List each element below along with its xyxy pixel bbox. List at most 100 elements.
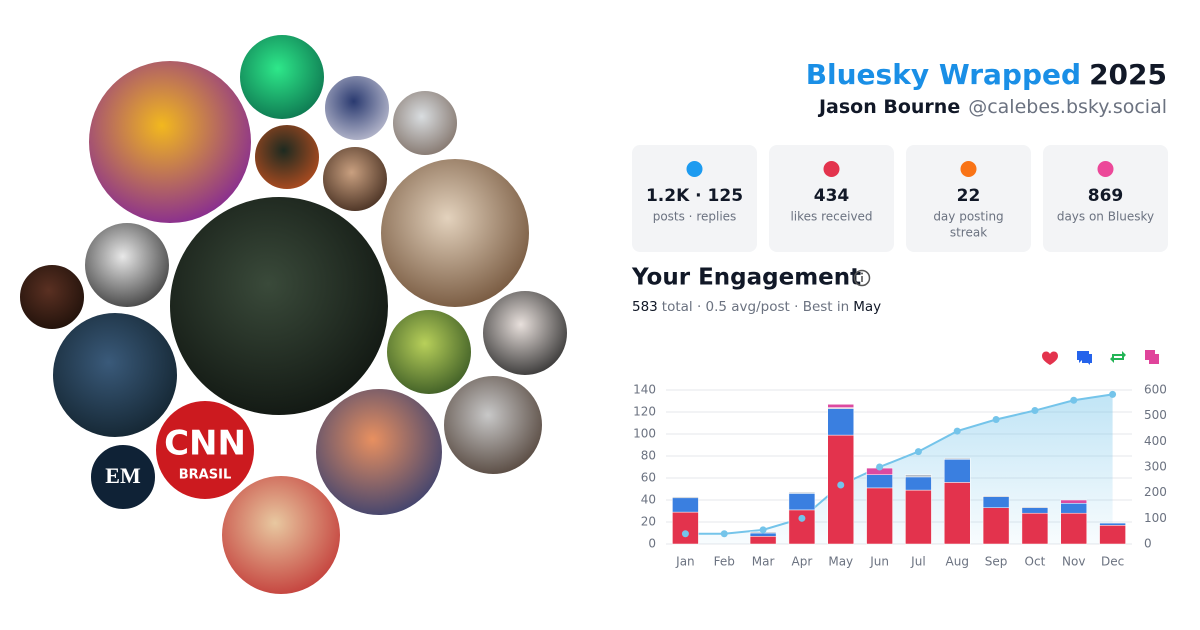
summary-best: May (853, 299, 881, 315)
x-tick-label: Feb (714, 555, 735, 569)
bar-segment (982, 495, 1010, 497)
x-tick-label: Sep (985, 555, 1008, 569)
bar-segment (827, 404, 854, 408)
stat-value: 22 (957, 186, 981, 206)
avatar (314, 387, 444, 517)
bar-segment (788, 493, 816, 511)
stats: 1.2K · 125 posts · replies 434 likes receiv… (632, 145, 1168, 252)
avatar (168, 195, 390, 417)
avatar (253, 123, 321, 191)
bar-segment (749, 536, 777, 545)
bar-segment (1060, 503, 1087, 514)
bar-segment (672, 496, 699, 499)
line-point (876, 463, 884, 471)
y-tick-label: 140 (633, 383, 656, 397)
stat-card (906, 145, 1031, 252)
bar-segment (1060, 512, 1087, 545)
stat-icon (686, 161, 703, 177)
y-tick-label: 120 (633, 405, 656, 419)
avatar-text: CNN (164, 424, 246, 464)
line-point (681, 530, 689, 538)
avatar (321, 145, 389, 213)
summary-total: 583 (632, 299, 658, 315)
stat-value: 869 (1088, 186, 1124, 206)
title-year: 2025 (1089, 58, 1167, 91)
bar-segment (866, 487, 893, 545)
user-name: Jason Bourne (817, 96, 960, 118)
stat-card (632, 145, 757, 252)
avatar (385, 308, 473, 396)
y2-tick-label: 200 (1144, 485, 1167, 499)
bar-segment (827, 408, 854, 436)
y2-tick-label: 0 (1144, 537, 1152, 551)
stat-label: streak (950, 226, 987, 240)
avatar-collage: CNN BRASIL EM (18, 33, 569, 596)
avatar (323, 74, 391, 142)
stat-icon (1097, 161, 1114, 177)
bar-segment (1099, 525, 1126, 545)
legend-icon (1042, 351, 1058, 365)
stat-value: 434 (814, 186, 850, 206)
stat-label: day posting (933, 210, 1003, 224)
line-point (953, 427, 961, 435)
bar-segment (905, 474, 932, 478)
engagement-chart: 0 20 40 60 80 100 120 140 0 100 200 300 400 500 600 Jan… (633, 350, 1167, 569)
engagement-summary: 583 total · 0.5 avg/post · Best in May (632, 299, 881, 315)
x-tick-label: Jan (675, 555, 695, 569)
bar-segment (788, 492, 816, 494)
summary-text: total · 0.5 avg/post · Best in (662, 299, 849, 315)
bar-segment (1021, 507, 1049, 514)
avatar-text: BRASIL (179, 468, 231, 483)
title: Bluesky Wrapped 2025 (806, 58, 1167, 91)
engagement-title: Your Engagement (631, 265, 861, 291)
avatar (83, 221, 171, 309)
user-handle: @calebes.bsky.social (968, 96, 1167, 118)
line-point (1109, 390, 1117, 398)
y-tick-label: 80 (641, 449, 656, 463)
title-brand: Bluesky Wrapped (806, 58, 1081, 91)
stat-icon (823, 161, 840, 177)
avatar (51, 311, 179, 439)
bar-segment (982, 496, 1010, 508)
x-tick-label: Aug (946, 555, 969, 569)
avatar (18, 263, 86, 331)
y2-tick-label: 300 (1144, 460, 1167, 474)
avatar (379, 157, 531, 309)
line-point (759, 526, 767, 534)
x-tick-label: Nov (1062, 555, 1085, 569)
x-tick-label: Jul (910, 555, 925, 569)
line (685, 393, 1113, 535)
line-point (914, 448, 922, 456)
x-tick-label: May (828, 555, 853, 569)
line-point (992, 416, 1000, 424)
bar-segment (905, 489, 932, 545)
x-tick-label: Oct (1025, 555, 1046, 569)
stat-value: 1.2K · 125 (646, 186, 743, 206)
bar-segment (944, 482, 971, 545)
x-tick-label: Dec (1101, 555, 1124, 569)
bar-segment (1021, 512, 1049, 545)
user: Jason Bourne @calebes.bsky.social (817, 96, 1167, 118)
stat-card (1043, 145, 1168, 252)
y-tick-label: 0 (648, 537, 656, 551)
legend-icon (1077, 351, 1092, 365)
x-tick-label: Mar (752, 555, 775, 569)
y-tick-label: 40 (641, 493, 656, 507)
bar-segment (866, 474, 893, 489)
y-tick-label: 60 (641, 471, 656, 485)
bar-segment (672, 511, 699, 545)
bar-segment (1021, 506, 1049, 508)
line-point (720, 530, 728, 538)
legend-icon (1145, 350, 1159, 364)
avatar (89, 443, 157, 511)
line-point (798, 514, 806, 522)
y2-tick-label: 100 (1144, 511, 1167, 525)
line-point (837, 481, 845, 489)
avatar (220, 474, 342, 596)
bar-segment (905, 476, 932, 491)
stat-label: posts · replies (653, 210, 737, 224)
avatar (442, 374, 544, 476)
avatar (154, 399, 256, 501)
bar-segment (944, 457, 971, 460)
stat-label: days on Bluesky (1057, 210, 1154, 224)
